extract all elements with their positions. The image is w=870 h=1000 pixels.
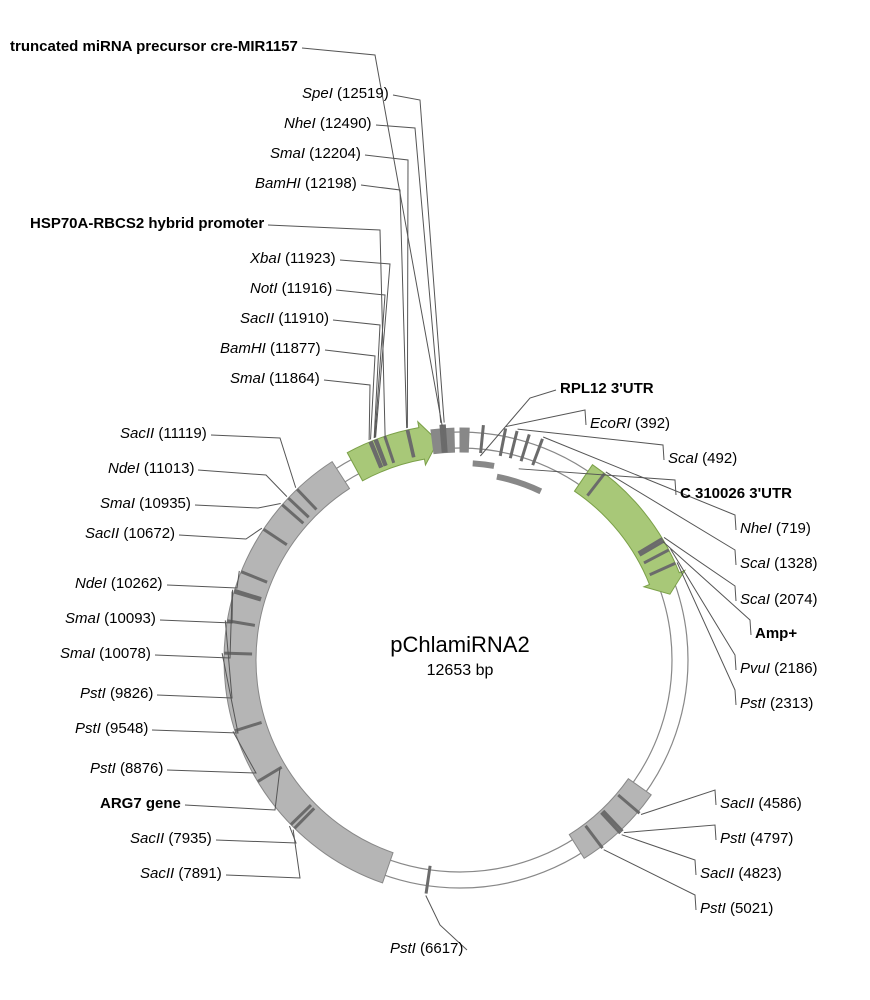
feature-label: SmaI (12204) [270,145,361,162]
feature-label: SmaI (11864) [230,370,320,387]
feature-label: HSP70A-RBCS2 hybrid promoter [30,215,264,232]
feature-label: Amp+ [755,625,797,642]
feature-label: ScaI (2074) [740,591,818,608]
feature-label: PstI (2313) [740,695,813,712]
feature-label: SmaI (10078) [60,645,151,662]
feature-label: EcoRI (392) [590,415,670,432]
feature-label: truncated miRNA precursor cre-MIR1157 [10,38,298,55]
feature-label: ScaI (1328) [740,555,818,572]
feature-label: NheI (12490) [284,115,372,132]
feature-label: ARG7 gene [100,795,181,812]
feature-label: SacII (11910) [240,310,329,327]
feature-label: C 310026 3'UTR [680,485,792,502]
feature-label: SpeI (12519) [302,85,389,102]
feature-label: PstI (4797) [720,830,793,847]
feature-label: PvuI (2186) [740,660,818,677]
feature-label: XbaI (11923) [250,250,336,267]
feature-label: SmaI (10935) [100,495,191,512]
feature-label: SacII (4586) [720,795,802,812]
feature-label: RPL12 3'UTR [560,380,654,397]
feature-label: PstI (6617) [390,940,463,957]
feature-label: NdeI (10262) [75,575,163,592]
feature-label: SacII (10672) [85,525,175,542]
feature-label: NdeI (11013) [108,460,194,477]
plasmid-map-container: pChlamiRNA2 12653 bp truncated miRNA pre… [0,0,870,1000]
feature-label: PstI (9826) [80,685,153,702]
feature-label: PstI (5021) [700,900,773,917]
feature-label: BamHI (11877) [220,340,321,357]
feature-label: PstI (8876) [90,760,163,777]
feature-label: SmaI (10093) [65,610,156,627]
feature-label: ScaI (492) [668,450,737,467]
feature-label: SacII (7891) [140,865,222,882]
plasmid-size: 12653 bp [380,662,540,680]
feature-label: PstI (9548) [75,720,148,737]
feature-label: SacII (7935) [130,830,212,847]
feature-label: NheI (719) [740,520,811,537]
feature-label: NotI (11916) [250,280,332,297]
feature-label: BamHI (12198) [255,175,357,192]
feature-label: SacII (11119) [120,425,207,442]
feature-label: SacII (4823) [700,865,782,882]
plasmid-name: pChlamiRNA2 [380,632,540,658]
